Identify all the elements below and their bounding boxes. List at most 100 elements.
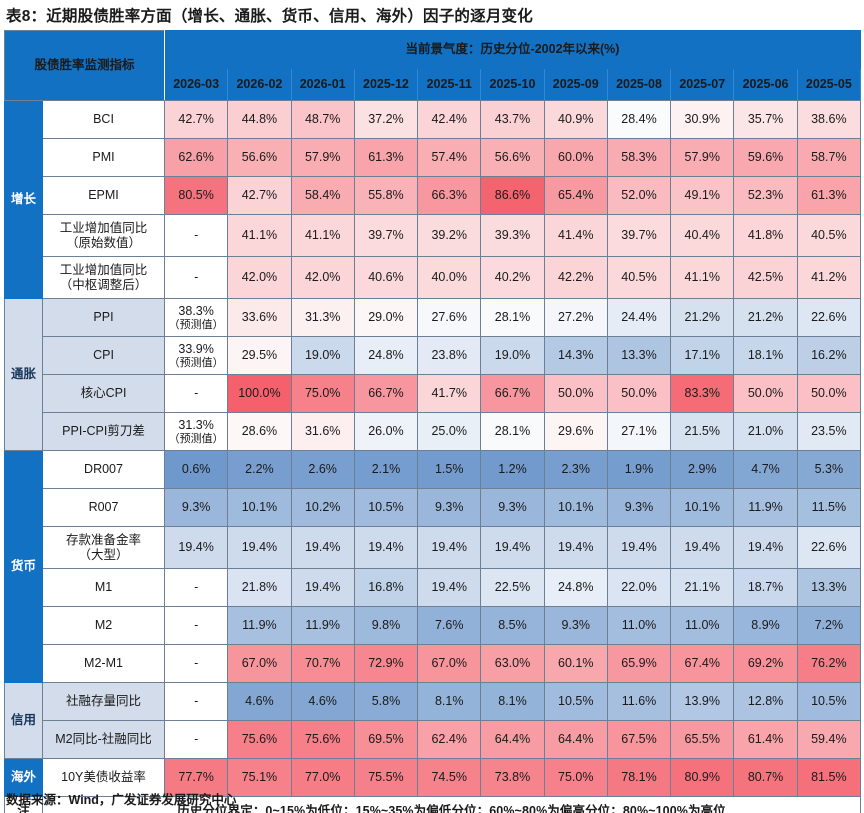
indicator-name-sub: （大型） xyxy=(78,547,129,562)
data-cell: 100.0% xyxy=(227,374,292,413)
data-cell: 8.1% xyxy=(417,682,482,721)
data-cell: 30.9% xyxy=(670,100,735,139)
group-label-通胀: 通胀 xyxy=(4,298,43,451)
data-cell: 10.5% xyxy=(543,682,608,721)
data-cell: 4.6% xyxy=(227,682,292,721)
data-cell: 23.5% xyxy=(796,412,862,451)
indicator-name: PMI xyxy=(41,138,166,177)
data-cell: 28.1% xyxy=(480,298,545,337)
data-cell: 19.0% xyxy=(480,336,545,375)
data-cell: 80.5% xyxy=(164,176,229,215)
data-cell: 67.5% xyxy=(606,720,672,759)
note-row: 注 历史分位界定：0~15%为低位；15%~35%为偏低分位；60%~80%为偏… xyxy=(4,796,862,813)
table-row: 信用 社融存量同比 -4.6% 4.6% 5.8% 8.1% 8.1% 10.5% 11.6% 1… xyxy=(4,682,862,759)
table-body: 增长 BCI 42.7% 44.8% 48.7% 37.2% 42.4% 43.7% 40.9%… xyxy=(4,100,862,797)
header-month-2025-12: 2025-12 xyxy=(353,68,419,101)
data-cell: 42.4% xyxy=(417,100,482,139)
data-cell: 1.5% xyxy=(417,450,482,489)
data-cell: 56.6% xyxy=(480,138,545,177)
indicator-name: M1 xyxy=(41,568,166,607)
data-cell: 2.2% xyxy=(227,450,292,489)
data-cell: 19.4% xyxy=(417,526,482,569)
data-cell: 24.4% xyxy=(606,298,672,337)
indicator-name: M2 xyxy=(41,606,166,645)
data-cell: 1.2% xyxy=(480,450,545,489)
data-cell: 22.6% xyxy=(796,298,862,337)
data-cell: 66.3% xyxy=(417,176,482,215)
indicator-name: CPI xyxy=(41,336,166,375)
table-row: M1-21.8% 19.4% 16.8% 19.4% 22.5% 24.8% 22.0% 21… xyxy=(5,568,862,607)
data-cell: 38.3% （预测值） xyxy=(164,298,229,337)
header-month-2025-05: 2025-05 xyxy=(796,68,862,101)
data-cell: 39.3% xyxy=(480,214,545,257)
note-label: 注 xyxy=(4,796,43,813)
data-cell: 52.0% xyxy=(606,176,672,215)
data-cell: 31.6% xyxy=(290,412,355,451)
data-cell: 59.4% xyxy=(796,720,862,759)
data-cell: 65.4% xyxy=(543,176,608,215)
data-cell: 39.7% xyxy=(606,214,672,257)
data-cell: 77.0% xyxy=(290,758,355,797)
data-cell: 78.1% xyxy=(606,758,672,797)
data-cell: 2.1% xyxy=(353,450,419,489)
header-month-2026-03: 2026-03 xyxy=(164,68,229,101)
table-footer: 注 历史分位界定：0~15%为低位；15%~35%为偏低分位；60%~80%为偏… xyxy=(4,796,862,813)
data-cell: 75.5% xyxy=(353,758,419,797)
data-cell: 19.4% xyxy=(733,526,798,569)
data-cell: 65.9% xyxy=(606,644,672,683)
data-cell: 42.7% xyxy=(227,176,292,215)
indicator-name-sub: （中枢调整后） xyxy=(59,277,148,292)
data-cell: 28.1% xyxy=(480,412,545,451)
data-cell: 17.1% xyxy=(670,336,735,375)
data-cell: 29.5% xyxy=(227,336,292,375)
data-cell: 21.8% xyxy=(227,568,292,607)
data-cell: 66.7% xyxy=(480,374,545,413)
indicator-name: M2同比-社融同比 xyxy=(41,720,166,759)
header-month-2026-01: 2026-01 xyxy=(290,68,355,101)
data-cell: 19.4% xyxy=(670,526,735,569)
data-cell: 10.2% xyxy=(290,488,355,527)
data-cell: 29.6% xyxy=(543,412,608,451)
data-cell: 75.0% xyxy=(290,374,355,413)
data-cell: 10.5% xyxy=(353,488,419,527)
data-cell: - xyxy=(164,644,229,683)
data-cell: 55.8% xyxy=(353,176,419,215)
data-cell: 19.4% xyxy=(290,568,355,607)
source-line: 数据来源：Wind，广发证券发展研究中心 xyxy=(6,793,237,807)
note-text: 历史分位界定：0~15%为低位；15%~35%为偏低分位；60%~80%为偏高分… xyxy=(41,796,862,813)
group-label-海外: 海外 xyxy=(4,758,43,797)
header-month-2025-10: 2025-10 xyxy=(480,68,545,101)
data-cell: 57.9% xyxy=(670,138,735,177)
data-cell: 41.1% xyxy=(670,256,735,299)
data-cell: 11.9% xyxy=(733,488,798,527)
data-cell: 42.5% xyxy=(733,256,798,299)
table-row: PPI-CPI剪刀差 31.3% （预测值） 28.6% 31.6% 26.0% 25.0%… xyxy=(5,412,862,451)
header-month-2025-11: 2025-11 xyxy=(417,68,482,101)
data-cell: 59.6% xyxy=(733,138,798,177)
data-cell: 58.4% xyxy=(290,176,355,215)
data-cell: 16.2% xyxy=(796,336,862,375)
data-cell: 67.0% xyxy=(417,644,482,683)
data-cell: 67.4% xyxy=(670,644,735,683)
table-row: 货币 DR007 0.6% 2.2% 2.6% 2.1% 1.5% 1.2% 2.3% 1.9% 2… xyxy=(4,450,862,683)
data-cell: 9.3% xyxy=(543,606,608,645)
indicator-name: 社融存量同比 xyxy=(41,682,166,721)
table-row: 存款准备金率 （大型） 19.4% 19.4% 19.4% 19.4% 19.4% 19.4%… xyxy=(5,526,862,569)
data-cell: 13.3% xyxy=(796,568,862,607)
data-cell: 2.3% xyxy=(543,450,608,489)
stock-bond-winrate-table-wrapper: 股债胜率监测指标 当前景气度：历史分位-2002年以来(%) 2026-03 20… xyxy=(3,30,862,813)
data-cell: 50.0% xyxy=(606,374,672,413)
table-row: 工业增加值同比 （原始数值） -41.1% 41.1% 39.7% 39.2% 39.3% 4… xyxy=(5,214,862,257)
data-cell: 58.3% xyxy=(606,138,672,177)
indicator-name: 存款准备金率 （大型） xyxy=(41,526,166,569)
data-cell: 21.0% xyxy=(733,412,798,451)
data-cell: 2.9% xyxy=(670,450,735,489)
data-cell: 38.6% xyxy=(796,100,862,139)
data-cell: 29.0% xyxy=(353,298,419,337)
data-cell: 42.0% xyxy=(227,256,292,299)
data-cell: 61.3% xyxy=(796,176,862,215)
header-month-2025-06: 2025-06 xyxy=(733,68,798,101)
table-row: R007 9.3% 10.1% 10.2% 10.5% 9.3% 9.3% 10.1% 9.3%… xyxy=(5,488,862,527)
data-cell: 8.5% xyxy=(480,606,545,645)
group-label-货币: 货币 xyxy=(4,450,43,683)
